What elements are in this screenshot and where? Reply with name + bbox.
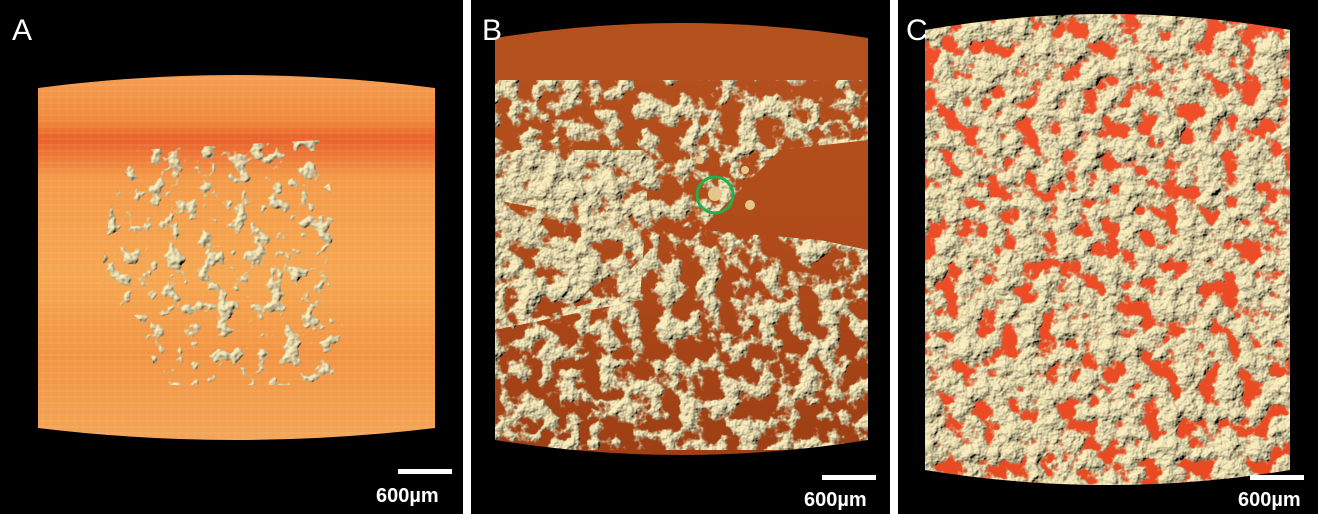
scale-bar (822, 475, 876, 480)
scale-bar-label: 600µm (804, 489, 867, 511)
panel-label: A (12, 14, 32, 47)
panel-label: C (906, 14, 928, 47)
scale-bar-label: 600µm (1238, 489, 1301, 511)
scale-bar-label: 600µm (376, 485, 439, 507)
sample-cylinder (38, 60, 435, 455)
sample-cylinder (925, 0, 1290, 500)
page: {"panels": [ {"label": "A", "scale_bar":… (0, 0, 1318, 514)
scale-bar (398, 469, 452, 474)
panel-b: B 600µm (471, 0, 890, 514)
panel-label: B (482, 14, 502, 47)
panel-a: A 600µm (0, 0, 463, 514)
sample-cylinder (495, 8, 868, 470)
scale-bar (1250, 475, 1304, 480)
panel-c: C 600µm (898, 0, 1318, 514)
figure: A 600µm B 600µm C 600µm (0, 0, 1318, 514)
